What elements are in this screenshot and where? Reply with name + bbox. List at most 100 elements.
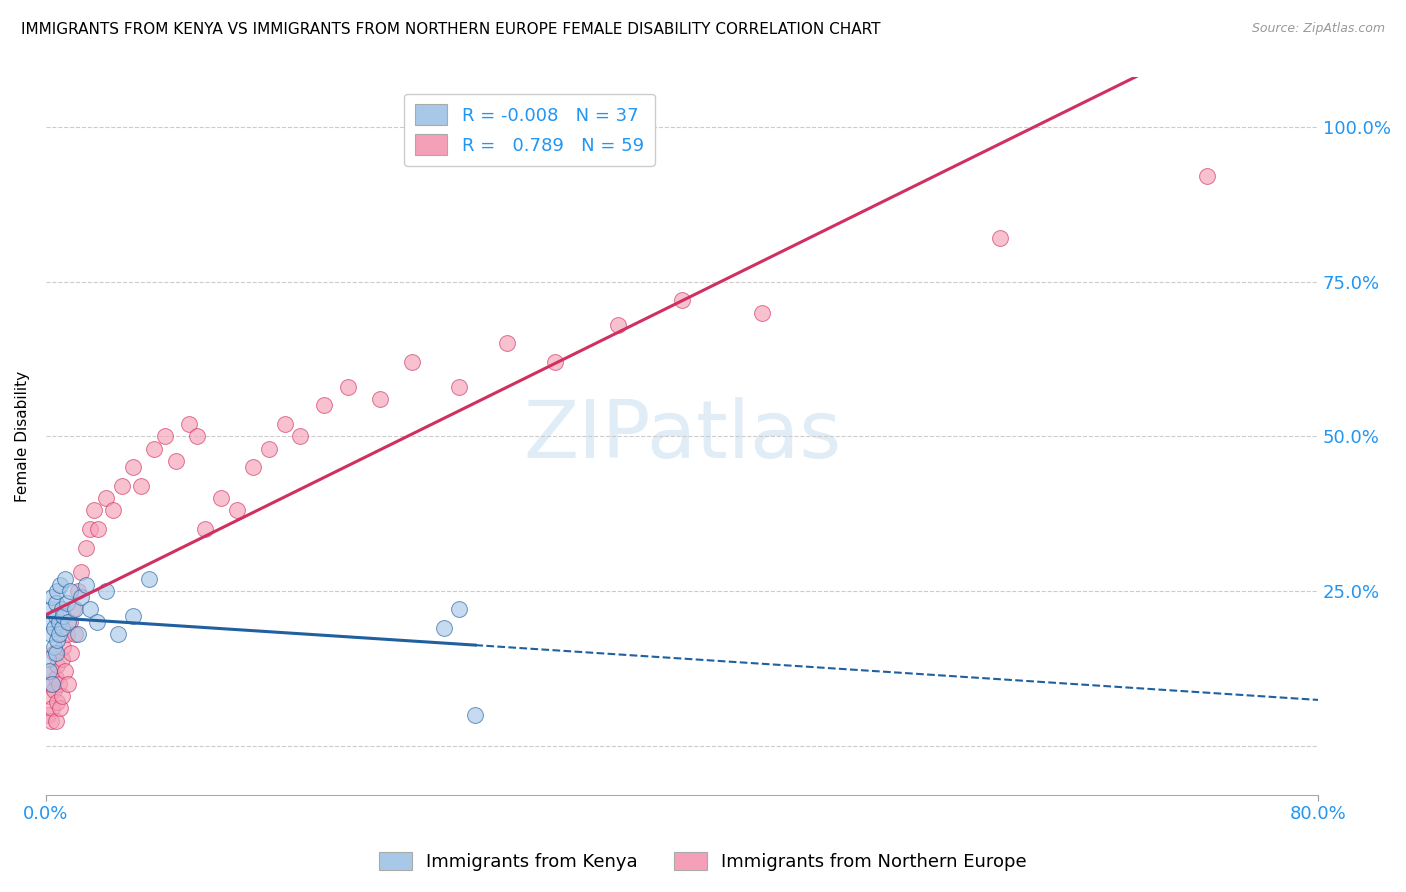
Point — [496, 336, 519, 351]
Point — [44, 646, 66, 660]
Point — [155, 429, 177, 443]
Point — [257, 442, 280, 456]
Point — [59, 583, 82, 598]
Point — [51, 602, 73, 616]
Point — [58, 615, 80, 629]
Point — [41, 665, 63, 679]
Point — [48, 676, 70, 690]
Point — [58, 676, 80, 690]
Point — [368, 392, 391, 406]
Point — [122, 460, 145, 475]
Point — [87, 522, 110, 536]
Point — [314, 398, 336, 412]
Point — [41, 701, 63, 715]
Point — [194, 522, 217, 536]
Point — [49, 701, 72, 715]
Point — [96, 583, 118, 598]
Point — [225, 503, 247, 517]
Text: IMMIGRANTS FROM KENYA VS IMMIGRANTS FROM NORTHERN EUROPE FEMALE DISABILITY CORRE: IMMIGRANTS FROM KENYA VS IMMIGRANTS FROM… — [21, 22, 880, 37]
Point — [46, 583, 69, 598]
Point — [70, 590, 93, 604]
Point — [53, 665, 76, 679]
Point — [401, 355, 423, 369]
Point — [70, 566, 93, 580]
Point — [46, 633, 69, 648]
Point — [60, 646, 83, 660]
Point — [44, 671, 66, 685]
Y-axis label: Female Disability: Female Disability — [15, 371, 30, 502]
Point — [111, 479, 134, 493]
Legend: R = -0.008   N = 37, R =   0.789   N = 59: R = -0.008 N = 37, R = 0.789 N = 59 — [404, 94, 655, 166]
Point — [66, 627, 89, 641]
Point — [42, 646, 65, 660]
Point — [165, 454, 187, 468]
Point — [138, 572, 160, 586]
Point — [107, 627, 129, 641]
Legend: Immigrants from Kenya, Immigrants from Northern Europe: Immigrants from Kenya, Immigrants from N… — [373, 845, 1033, 879]
Point — [177, 417, 200, 431]
Point — [51, 689, 73, 703]
Point — [131, 479, 153, 493]
Point — [79, 602, 101, 616]
Point — [41, 590, 63, 604]
Point — [44, 714, 66, 728]
Point — [751, 305, 773, 319]
Point — [46, 658, 69, 673]
Point — [48, 615, 70, 629]
Point — [449, 602, 471, 616]
Point — [75, 578, 97, 592]
Point — [75, 541, 97, 555]
Point — [48, 627, 70, 641]
Point — [186, 429, 208, 443]
Point — [52, 640, 75, 654]
Point — [49, 578, 72, 592]
Point — [38, 615, 60, 629]
Point — [51, 652, 73, 666]
Point — [44, 608, 66, 623]
Point — [41, 676, 63, 690]
Text: ZIPatlas: ZIPatlas — [523, 397, 841, 475]
Point — [83, 503, 105, 517]
Point — [96, 491, 118, 505]
Point — [79, 522, 101, 536]
Point — [66, 583, 89, 598]
Point — [55, 596, 77, 610]
Point — [42, 621, 65, 635]
Point — [37, 707, 59, 722]
Point — [42, 682, 65, 697]
Point — [38, 676, 60, 690]
Point — [273, 417, 295, 431]
Point — [671, 293, 693, 307]
Point — [337, 380, 360, 394]
Point — [53, 572, 76, 586]
Point — [63, 627, 86, 641]
Point — [242, 460, 264, 475]
Point — [607, 318, 630, 332]
Point — [63, 602, 86, 616]
Point — [55, 627, 77, 641]
Point — [46, 695, 69, 709]
Point — [37, 652, 59, 666]
Point — [101, 503, 124, 517]
Point — [44, 596, 66, 610]
Point — [62, 602, 84, 616]
Point — [143, 442, 166, 456]
Point — [290, 429, 312, 443]
Point — [209, 491, 232, 505]
Text: Source: ZipAtlas.com: Source: ZipAtlas.com — [1251, 22, 1385, 36]
Point — [988, 231, 1011, 245]
Point — [51, 621, 73, 635]
Point — [38, 665, 60, 679]
Point — [38, 689, 60, 703]
Point — [544, 355, 567, 369]
Point — [39, 627, 62, 641]
Point — [39, 602, 62, 616]
Point — [122, 608, 145, 623]
Point — [432, 621, 454, 635]
Point — [464, 707, 486, 722]
Point — [1195, 169, 1218, 184]
Point — [52, 608, 75, 623]
Point — [59, 615, 82, 629]
Point — [449, 380, 471, 394]
Point — [39, 714, 62, 728]
